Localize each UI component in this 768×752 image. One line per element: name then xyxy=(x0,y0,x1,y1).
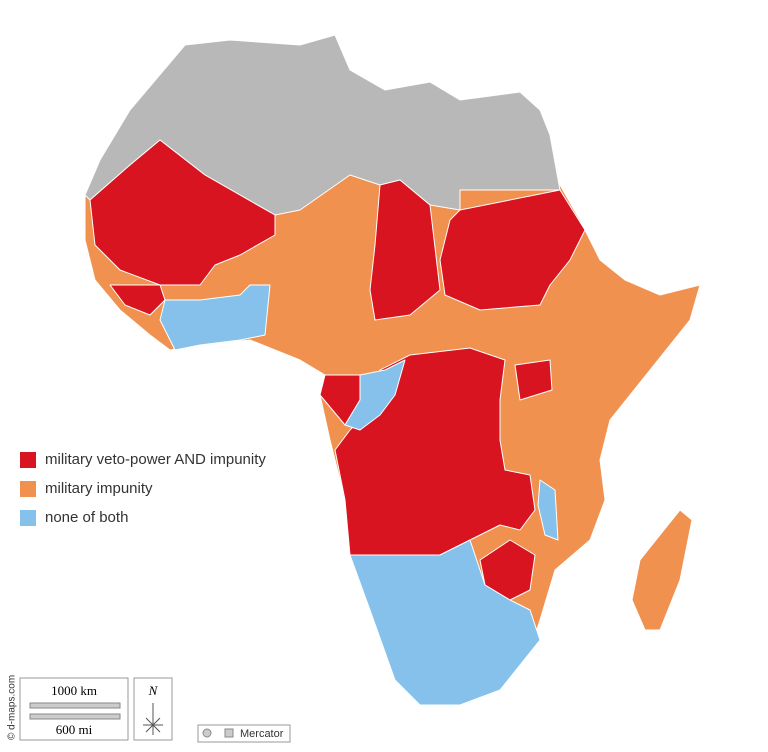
scale-box xyxy=(19,677,129,741)
region xyxy=(631,509,693,631)
legend-label: military impunity xyxy=(45,480,153,497)
region xyxy=(89,139,276,286)
legend-label: none of both xyxy=(45,509,128,526)
compass-label: N xyxy=(148,683,159,698)
legend-label: military veto-power AND impunity xyxy=(45,451,266,468)
region xyxy=(349,539,541,706)
scale-bar xyxy=(29,713,121,720)
scale-mi: 600 mi xyxy=(56,722,93,737)
scale-bar xyxy=(29,702,121,709)
legend-swatch xyxy=(20,481,36,497)
africa-map xyxy=(84,34,701,706)
compass-rose xyxy=(143,703,163,735)
region xyxy=(369,179,441,321)
region xyxy=(514,359,553,401)
projection-icon xyxy=(202,728,212,738)
projection-icon xyxy=(224,728,234,738)
legend-swatch xyxy=(20,510,36,526)
credit: © d-maps.com xyxy=(7,675,18,740)
projection-box xyxy=(197,724,291,743)
region xyxy=(344,359,406,431)
region xyxy=(439,189,586,311)
legend-swatch xyxy=(20,452,36,468)
region xyxy=(537,479,559,541)
projection-label: Mercator xyxy=(240,728,284,740)
scale-km: 1000 km xyxy=(51,683,97,698)
region xyxy=(109,284,166,316)
legend: military veto-power AND impunity military… xyxy=(20,451,266,526)
region xyxy=(159,284,271,351)
